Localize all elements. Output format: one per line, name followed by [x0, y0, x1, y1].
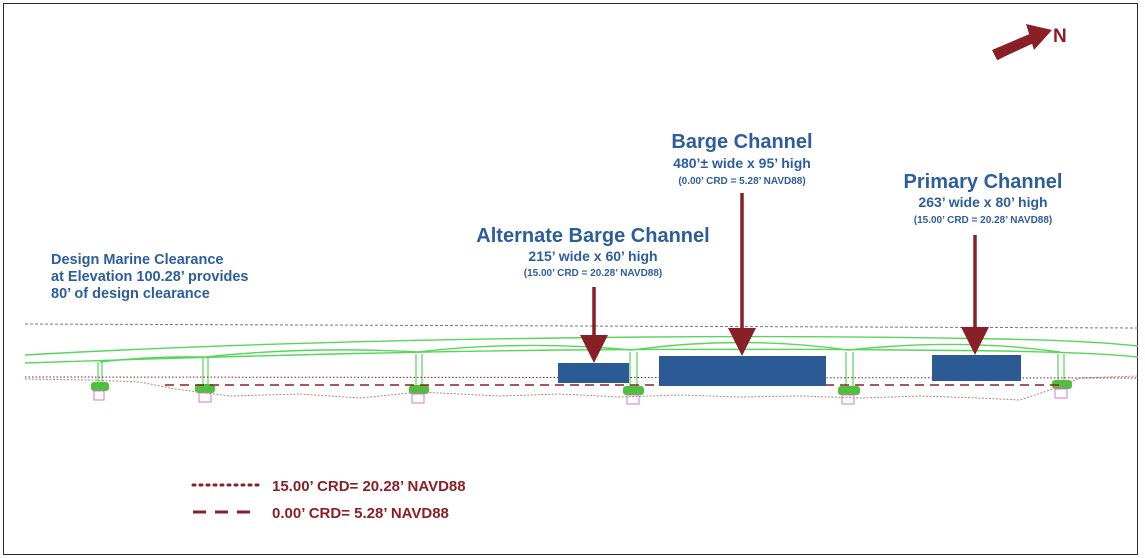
north-arrow-icon	[992, 24, 1052, 60]
diagram-frame	[3, 3, 1138, 555]
pier-footings	[91, 380, 1072, 395]
pier-piles	[93, 388, 1068, 405]
barge-channel-box	[659, 356, 826, 386]
primary-channel-box	[932, 355, 1021, 381]
legend: 15.00’ CRD= 20.28’ NAVD88 0.00’ CRD= 5.2…	[191, 478, 466, 522]
design-clearance-line	[24, 323, 1139, 329]
alternate-barge-channel-box	[558, 363, 629, 383]
barge-channel-datum: (0.00’ CRD = 5.28’ NAVD88)	[678, 176, 805, 187]
design-clearance-line3: 80’ of design clearance	[51, 286, 210, 302]
barge-channel-title: Barge Channel	[671, 131, 812, 153]
legend-dotted-label: 15.00’ CRD= 20.28’ NAVD88	[272, 478, 466, 495]
primary-channel-size: 263’ wide x 80’ high	[918, 194, 1047, 210]
primary-channel-title: Primary Channel	[904, 171, 1063, 193]
alternate-channel-title: Alternate Barge Channel	[476, 225, 709, 247]
design-clearance-line2: at Elevation 100.28’ provides	[51, 269, 248, 285]
design-clearance-line1: Design Marine Clearance	[51, 252, 223, 268]
seabed-profile	[24, 375, 1139, 401]
primary-channel-datum: (15.00’ CRD = 20.28’ NAVD88)	[914, 215, 1053, 226]
north-label: N	[1053, 26, 1067, 47]
alternate-channel-size: 215’ wide x 60’ high	[528, 248, 657, 264]
bridge-piers	[97, 352, 1065, 388]
alternate-channel-datum: (15.00’ CRD = 20.28’ NAVD88)	[524, 268, 663, 279]
barge-channel-size: 480’± wide x 95’ high	[673, 155, 811, 171]
legend-dashed-label: 0.00’ CRD= 5.28’ NAVD88	[272, 505, 449, 522]
